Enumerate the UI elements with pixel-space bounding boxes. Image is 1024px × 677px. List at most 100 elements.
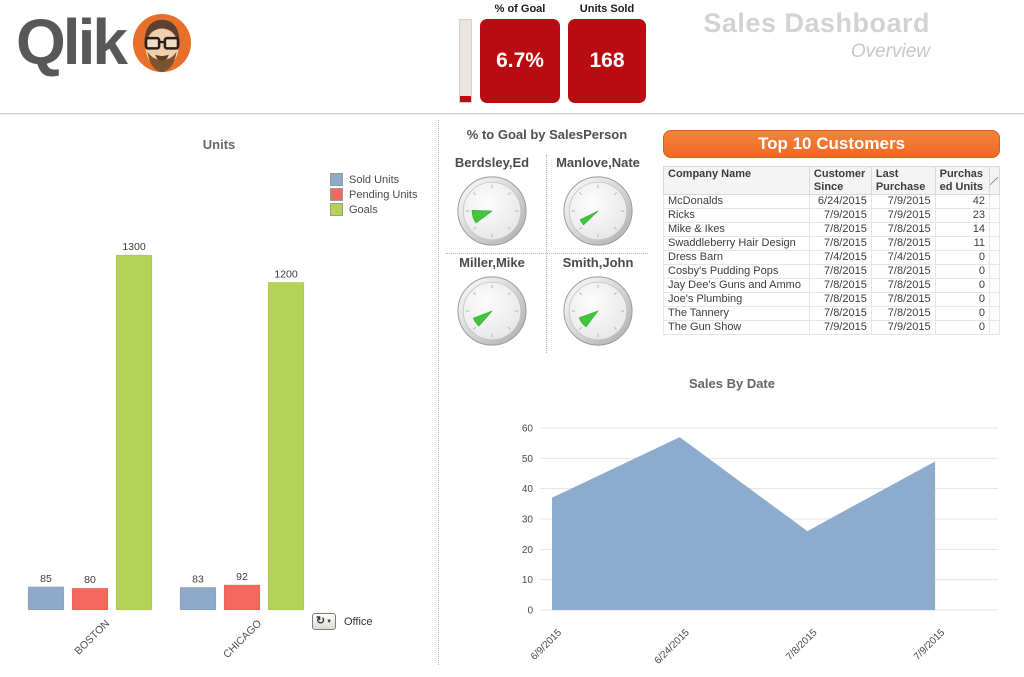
units-bar-chart[interactable]: 85 80 1300 BOSTON 83 92 1200 CHICAGO — [0, 115, 438, 677]
gauge-needle-wedge — [472, 310, 493, 327]
bar-boston-sold-units[interactable] — [27, 586, 65, 611]
cell-filler — [988, 320, 1001, 336]
gauge-needle-wedge — [471, 210, 493, 224]
table-row[interactable]: Joe's Plumbing 7/8/2015 7/8/2015 0 — [663, 292, 1001, 308]
table-row[interactable]: Ricks 7/9/2015 7/9/2015 23 — [663, 208, 1001, 224]
cell-company-name[interactable]: Dress Barn — [663, 250, 810, 266]
cell-purchased-units[interactable]: 14 — [934, 222, 990, 238]
goal-gauge-smith-john[interactable] — [561, 274, 635, 348]
cell-last-purchase[interactable]: 7/8/2015 — [870, 278, 936, 294]
legend-label: Sold Units — [349, 173, 400, 186]
table-row[interactable]: McDonalds 6/24/2015 7/9/2015 42 — [663, 194, 1001, 210]
sales-by-date-area-chart[interactable]: 0 10 20 30 40 50 60 6/9/2015 6/24/2015 7/8/2015 7/… — [440, 395, 1024, 677]
cell-last-purchase[interactable]: 7/8/2015 — [870, 306, 936, 322]
cell-company-name[interactable]: Ricks — [663, 208, 810, 224]
cell-last-purchase[interactable]: 7/8/2015 — [870, 292, 936, 308]
table-row[interactable]: Cosby's Pudding Pops 7/8/2015 7/8/2015 0 — [663, 264, 1001, 280]
legend-swatch — [330, 173, 343, 186]
office-cycle-group: ↻ ▼ Office — [312, 613, 373, 630]
cell-purchased-units[interactable]: 42 — [934, 194, 990, 210]
cell-last-purchase[interactable]: 7/9/2015 — [870, 194, 936, 210]
cell-purchased-units[interactable]: 0 — [934, 264, 990, 280]
cell-purchased-units[interactable]: 0 — [934, 292, 990, 308]
table-header[interactable]: Company Name Customer Since Last Purchase P… — [663, 165, 1001, 196]
column-header-company-name[interactable]: Company Name — [663, 165, 810, 196]
cell-purchased-units[interactable]: 11 — [934, 236, 990, 252]
salesperson-name: Smith,John — [562, 255, 634, 270]
cell-customer-since[interactable]: 7/8/2015 — [808, 306, 872, 322]
cell-purchased-units[interactable]: 0 — [934, 306, 990, 322]
cell-customer-since[interactable]: 7/9/2015 — [808, 208, 872, 224]
cell-last-purchase[interactable]: 7/8/2015 — [870, 236, 936, 252]
cell-customer-since[interactable]: 7/8/2015 — [808, 264, 872, 280]
bar-chicago-pending-units[interactable] — [223, 584, 261, 611]
chevron-down-icon: ▼ — [326, 618, 333, 625]
column-header-customer-since[interactable]: Customer Since — [808, 165, 872, 196]
x-axis-date-label: 7/8/2015 — [784, 627, 820, 663]
cell-customer-since[interactable]: 7/8/2015 — [808, 236, 872, 252]
gauge-cell-miller-mike: Miller,Mike — [442, 255, 542, 353]
cell-filler — [988, 264, 1001, 280]
top-customers-table[interactable]: Company Name Customer Since Last Purchase P… — [663, 165, 1001, 336]
column-header-last-purchase[interactable]: Last Purchase — [870, 165, 936, 196]
title-block: Sales Dashboard Overview — [703, 8, 930, 63]
goal-gauge-manlove-nate[interactable] — [561, 174, 635, 248]
cell-company-name[interactable]: Cosby's Pudding Pops — [663, 264, 810, 280]
table-corner-sort-icon[interactable] — [988, 165, 1001, 196]
gauge-cell-manlove-nate: Manlove,Nate — [548, 155, 648, 253]
cell-customer-since[interactable]: 7/8/2015 — [808, 222, 872, 238]
cell-company-name[interactable]: The Gun Show — [663, 320, 810, 336]
cell-filler — [988, 292, 1001, 308]
cell-purchased-units[interactable]: 0 — [934, 320, 990, 336]
legend-item-goals: Goals — [330, 202, 418, 217]
cell-customer-since[interactable]: 7/4/2015 — [808, 250, 872, 266]
area-series-fill[interactable] — [552, 437, 936, 610]
legend-item-pending-units: Pending Units — [330, 187, 418, 202]
cell-purchased-units[interactable]: 0 — [934, 250, 990, 266]
table-body[interactable]: McDonalds 6/24/2015 7/9/2015 42 Ricks 7/9/201… — [663, 194, 1001, 336]
cell-company-name[interactable]: Jay Dee's Guns and Ammo — [663, 278, 810, 294]
cell-last-purchase[interactable]: 7/9/2015 — [870, 208, 936, 224]
bar-boston-goals[interactable] — [115, 254, 153, 611]
y-axis-tick-label: 20 — [522, 545, 534, 556]
kpi-units-label: Units Sold — [579, 3, 635, 15]
table-row[interactable]: Jay Dee's Guns and Ammo 7/8/2015 7/8/2015 0 — [663, 278, 1001, 294]
cell-customer-since[interactable]: 6/24/2015 — [808, 194, 872, 210]
cell-purchased-units[interactable]: 0 — [934, 278, 990, 294]
cell-company-name[interactable]: Swaddleberry Hair Design — [663, 236, 810, 252]
bar-boston-pending-units[interactable] — [71, 587, 109, 611]
kpi-units-value: 168 — [568, 19, 646, 103]
cell-last-purchase[interactable]: 7/9/2015 — [870, 320, 936, 336]
table-row[interactable]: Mike & Ikes 7/8/2015 7/8/2015 14 — [663, 222, 1001, 238]
table-row[interactable]: Swaddleberry Hair Design 7/8/2015 7/8/2015… — [663, 236, 1001, 252]
cell-last-purchase[interactable]: 7/8/2015 — [870, 222, 936, 238]
bar-chicago-sold-units[interactable] — [179, 587, 217, 611]
cell-company-name[interactable]: Joe's Plumbing — [663, 292, 810, 308]
cell-company-name[interactable]: McDonalds — [663, 194, 810, 210]
cell-filler — [988, 236, 1001, 252]
cell-company-name[interactable]: Mike & Ikes — [663, 222, 810, 238]
cycle-arrow-icon: ↻ — [315, 615, 326, 627]
cell-customer-since[interactable]: 7/8/2015 — [808, 292, 872, 308]
x-axis-date-label: 7/9/2015 — [912, 627, 948, 663]
column-header-purchased-units[interactable]: Purchased Units — [934, 165, 990, 196]
cell-customer-since[interactable]: 7/9/2015 — [808, 320, 872, 336]
goal-gauge-miller-mike[interactable] — [455, 274, 529, 348]
cell-company-name[interactable]: The Tannery — [663, 306, 810, 322]
table-row[interactable]: The Gun Show 7/9/2015 7/9/2015 0 — [663, 320, 1001, 336]
goal-gauge-berdsley-ed[interactable] — [455, 174, 529, 248]
units-chart-panel: Units 85 80 1300 BOSTON 83 92 1200 CHICAGO Sold… — [0, 115, 438, 677]
bar-value-label: 1300 — [122, 241, 146, 253]
gauge-grid: Berdsley,Ed Manlove,Nate Miller,Mike Smith,… — [440, 155, 654, 355]
cell-last-purchase[interactable]: 7/8/2015 — [870, 264, 936, 280]
cell-last-purchase[interactable]: 7/4/2015 — [870, 250, 936, 266]
header-separator — [0, 113, 1024, 115]
bar-chicago-goals[interactable] — [267, 282, 305, 611]
cell-customer-since[interactable]: 7/8/2015 — [808, 278, 872, 294]
x-axis-date-label: 6/24/2015 — [653, 627, 693, 667]
table-row[interactable]: The Tannery 7/8/2015 7/8/2015 0 — [663, 306, 1001, 322]
cycle-arrow-button[interactable]: ↻ ▼ — [312, 613, 336, 630]
y-axis-tick-label: 30 — [522, 515, 534, 526]
cell-purchased-units[interactable]: 23 — [934, 208, 990, 224]
table-row[interactable]: Dress Barn 7/4/2015 7/4/2015 0 — [663, 250, 1001, 266]
